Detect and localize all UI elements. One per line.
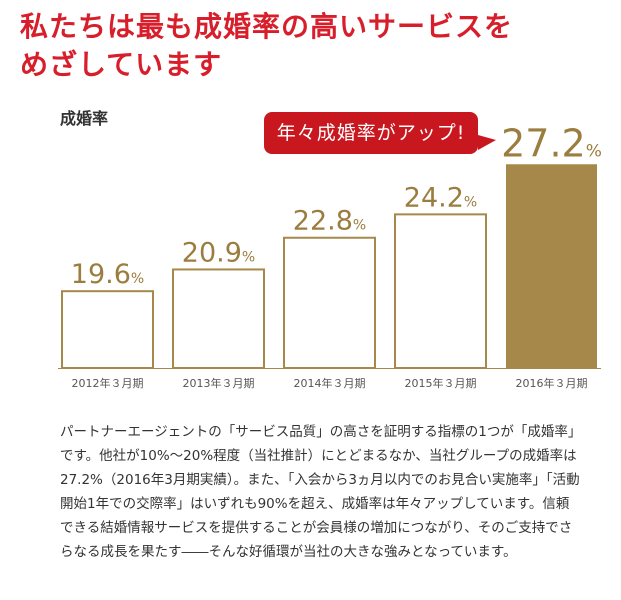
bar-chart: 19.6% 2012年３月期 20.9% 2013年３月期 22.8% 2014年３月期 2… bbox=[58, 121, 602, 390]
category-label-1: 2013年３月期 bbox=[183, 376, 255, 390]
callout-tail bbox=[478, 135, 496, 150]
headline-line-2: めざしています bbox=[20, 48, 223, 81]
bar-4 bbox=[506, 164, 597, 368]
category-label-3: 2015年３月期 bbox=[405, 376, 477, 390]
value-label-3: 24.2% bbox=[404, 182, 477, 213]
category-label-2: 2014年３月期 bbox=[294, 376, 366, 390]
bar-2 bbox=[283, 236, 376, 369]
headline-line-1: 私たちは最も成婚率の高いサービスを bbox=[20, 10, 514, 43]
callout-banner: 年々成婚率がアップ! bbox=[264, 112, 478, 154]
category-label-4: 2016年３月期 bbox=[516, 376, 588, 390]
headline: 私たちは最も成婚率の高いサービスを めざしています bbox=[20, 8, 610, 84]
value-unit-2: % bbox=[353, 218, 366, 234]
bar-0 bbox=[61, 290, 154, 369]
value-label-4: 27.2% bbox=[501, 121, 602, 165]
chart-title: 成婚率 bbox=[60, 109, 109, 128]
value-unit-4: % bbox=[586, 141, 602, 161]
value-unit-0: % bbox=[131, 271, 144, 287]
value-label-0: 19.6% bbox=[71, 259, 144, 290]
value-label-2: 22.8% bbox=[293, 206, 366, 237]
value-unit-3: % bbox=[464, 194, 477, 210]
value-unit-1: % bbox=[242, 249, 255, 265]
value-label-1: 20.9% bbox=[182, 237, 255, 268]
body-text: パートナーエージェントの「サービス品質」の高さを証明する指標の1つが「成婚率」で… bbox=[60, 424, 580, 560]
category-label-0: 2012年３月期 bbox=[72, 376, 144, 390]
bar-1 bbox=[172, 268, 265, 369]
bar-3 bbox=[394, 213, 487, 369]
